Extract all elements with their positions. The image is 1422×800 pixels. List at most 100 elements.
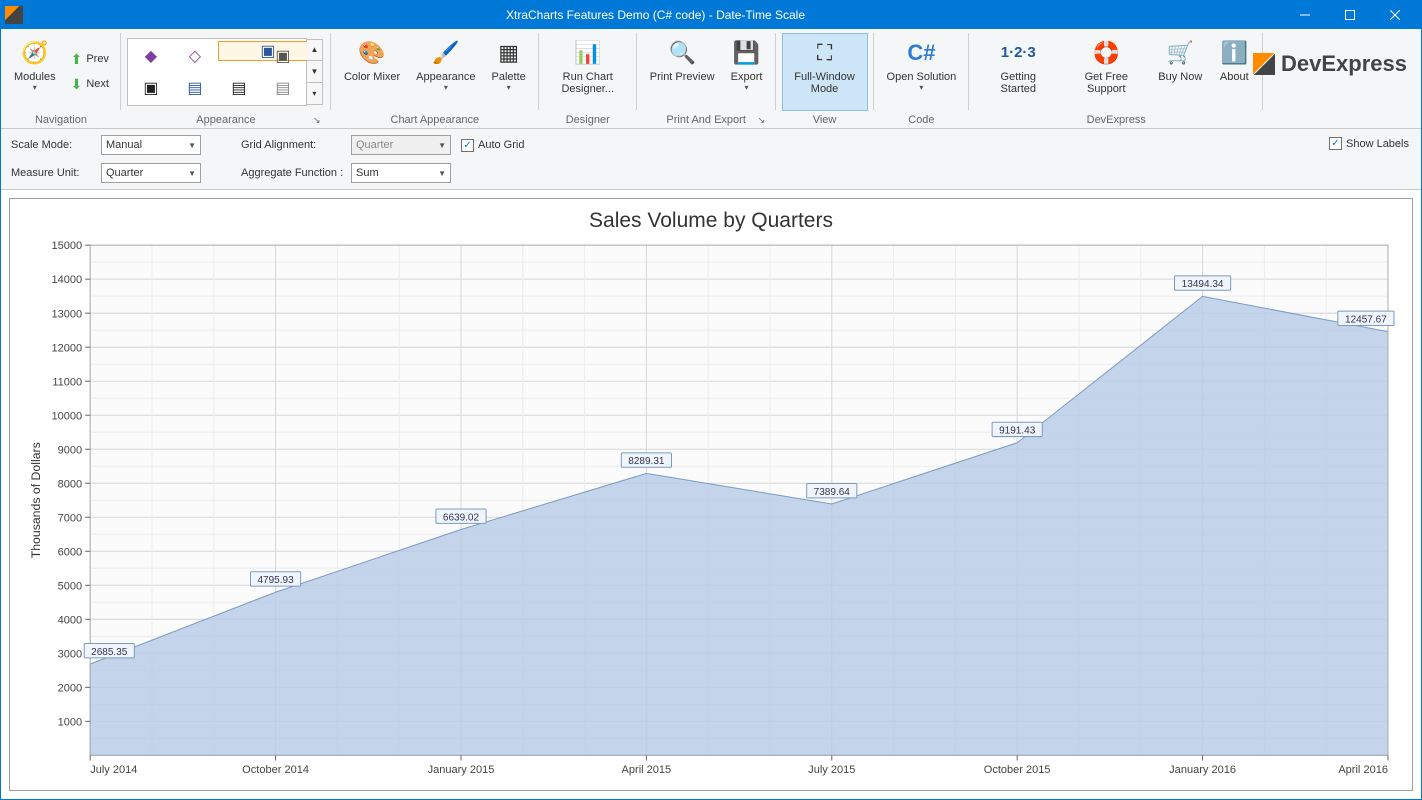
skin-item[interactable]: ▤ [262, 73, 304, 103]
buy-now-button[interactable]: 🛒Buy Now [1151, 33, 1209, 111]
print-preview-icon: 🔍 [666, 37, 698, 69]
svg-text:4000: 4000 [58, 614, 83, 626]
svg-text:9000: 9000 [58, 444, 83, 456]
compass-icon: 🧭 [19, 37, 51, 69]
get-support-button[interactable]: 🛟Get Free Support [1063, 33, 1149, 111]
devexpress-logo: DevExpress [1253, 51, 1407, 77]
ribbon: 🧭 Modules ▾ ⬆Prev ⬇Next Navigation ◆ ◇ ▣… [1, 29, 1421, 129]
run-designer-button[interactable]: 📊Run Chart Designer... [545, 33, 631, 111]
chart-title: Sales Volume by Quarters [24, 209, 1398, 233]
svg-text:4795.93: 4795.93 [257, 575, 294, 586]
getting-started-button[interactable]: 1·2·3Getting Started [975, 33, 1061, 111]
aggregate-label: Aggregate Function : [241, 167, 351, 179]
skin-item[interactable]: ▤ [218, 73, 260, 103]
svg-text:6639.02: 6639.02 [443, 512, 480, 523]
maximize-button[interactable] [1327, 1, 1372, 29]
palette-icon: 🎨 [356, 37, 388, 69]
chevron-down-icon: ▼ [188, 141, 196, 150]
svg-text:July 2014: July 2014 [90, 764, 137, 776]
area-chart: 1000200030004000500060007000800090001000… [24, 239, 1398, 782]
getting-started-icon: 1·2·3 [1002, 37, 1034, 69]
chart-designer-icon: 📊 [572, 37, 604, 69]
options-bar: Scale Mode: Manual▼ Grid Alignment: Quar… [1, 129, 1421, 190]
svg-text:13000: 13000 [52, 308, 83, 320]
skin-item[interactable]: ▣ [130, 73, 172, 103]
svg-text:6000: 6000 [58, 546, 83, 558]
svg-text:January 2015: January 2015 [428, 764, 495, 776]
logo-mark-icon [1253, 53, 1275, 75]
scale-mode-select[interactable]: Manual▼ [101, 135, 201, 155]
info-icon: ℹ️ [1218, 37, 1250, 69]
auto-grid-checkbox[interactable]: ✓Auto Grid [461, 139, 1411, 152]
svg-text:12457.67: 12457.67 [1345, 314, 1387, 325]
skin-item[interactable]: ◆ [130, 41, 172, 71]
svg-text:2685.35: 2685.35 [91, 647, 128, 658]
palette-button[interactable]: ▦Palette▾ [485, 33, 533, 111]
color-mixer-button[interactable]: 🎨Color Mixer [337, 33, 407, 111]
svg-text:12000: 12000 [52, 342, 83, 354]
show-labels-checkbox[interactable]: ✓Show Labels [1329, 137, 1409, 150]
svg-text:April 2016: April 2016 [1338, 764, 1388, 776]
next-button[interactable]: ⬇Next [65, 73, 115, 96]
appearance-button[interactable]: 🖌️Appearance▾ [409, 33, 482, 111]
export-icon: 💾 [731, 37, 763, 69]
aggregate-select[interactable]: Sum▼ [351, 163, 451, 183]
export-button[interactable]: 💾Export▾ [724, 33, 770, 111]
group-label-view: View [782, 112, 868, 128]
print-preview-button[interactable]: 🔍Print Preview [643, 33, 722, 111]
chart-panel: Sales Volume by Quarters 1000 2000 3000 400… [9, 198, 1413, 791]
fullscreen-icon: ⛶ [809, 37, 841, 69]
svg-text:11000: 11000 [52, 376, 82, 388]
svg-text:July 2015: July 2015 [808, 764, 855, 776]
swatches-icon: ▦ [493, 37, 525, 69]
gallery-down-button[interactable]: ▼ [307, 61, 322, 83]
close-button[interactable] [1372, 1, 1417, 29]
window-title: XtraCharts Features Demo (C# code) - Dat… [29, 8, 1282, 22]
svg-text:10000: 10000 [52, 410, 83, 422]
group-label-chart-appearance: Chart Appearance [337, 112, 533, 128]
grid-alignment-select[interactable]: Quarter▼ [351, 135, 451, 155]
svg-text:13494.34: 13494.34 [1182, 279, 1224, 290]
minimize-button[interactable] [1282, 1, 1327, 29]
chevron-down-icon: ▼ [188, 169, 196, 178]
svg-text:8000: 8000 [58, 478, 83, 490]
prev-button[interactable]: ⬆Prev [65, 48, 115, 71]
skin-item[interactable]: ▣ [262, 41, 304, 71]
about-button[interactable]: ℹ️About [1211, 33, 1257, 111]
full-window-mode-button[interactable]: ⛶Full-Window Mode [782, 33, 868, 111]
lifebuoy-icon: 🛟 [1090, 37, 1122, 69]
skin-gallery[interactable]: ◆ ◇ ▣ ▣ ▣ ▤ ▤ ▤ ▲ ▼ ▾ [127, 38, 307, 106]
skin-item[interactable]: ▤ [174, 73, 216, 103]
group-label-devexpress: DevExpress [975, 112, 1257, 128]
app-icon [5, 6, 23, 24]
gallery-more-button[interactable]: ▾ [307, 83, 322, 104]
print-export-dialog-launcher[interactable]: ↘ [758, 115, 770, 127]
svg-text:9191.43: 9191.43 [999, 425, 1036, 436]
gallery-up-button[interactable]: ▲ [307, 40, 322, 62]
svg-text:October 2015: October 2015 [984, 764, 1051, 776]
appearance-dialog-launcher[interactable]: ↘ [313, 115, 325, 127]
group-label-print-export: Print And Export [666, 114, 746, 126]
svg-text:2000: 2000 [58, 682, 83, 694]
svg-text:7000: 7000 [58, 512, 83, 524]
measure-unit-select[interactable]: Quarter▼ [101, 163, 201, 183]
svg-text:8289.31: 8289.31 [628, 456, 665, 467]
svg-text:15000: 15000 [52, 240, 83, 252]
svg-text:3000: 3000 [58, 648, 83, 660]
svg-text:April 2015: April 2015 [622, 764, 672, 776]
group-label-designer: Designer [545, 112, 631, 128]
scale-mode-label: Scale Mode: [11, 139, 101, 151]
group-label-navigation: Navigation [7, 112, 115, 128]
modules-button[interactable]: 🧭 Modules ▾ [7, 33, 63, 111]
svg-text:1000: 1000 [58, 716, 83, 728]
chevron-down-icon: ▼ [438, 169, 446, 178]
open-solution-button[interactable]: C#Open Solution▾ [880, 33, 964, 111]
skin-item[interactable]: ◇ [174, 41, 216, 71]
grid-alignment-label: Grid Alignment: [241, 139, 351, 151]
brush-icon: 🖌️ [430, 37, 462, 69]
cart-icon: 🛒 [1164, 37, 1196, 69]
arrow-up-icon: ⬆ [71, 51, 83, 68]
group-label-code: Code [880, 112, 964, 128]
arrow-down-icon: ⬇ [71, 76, 83, 93]
svg-text:14000: 14000 [52, 274, 83, 286]
